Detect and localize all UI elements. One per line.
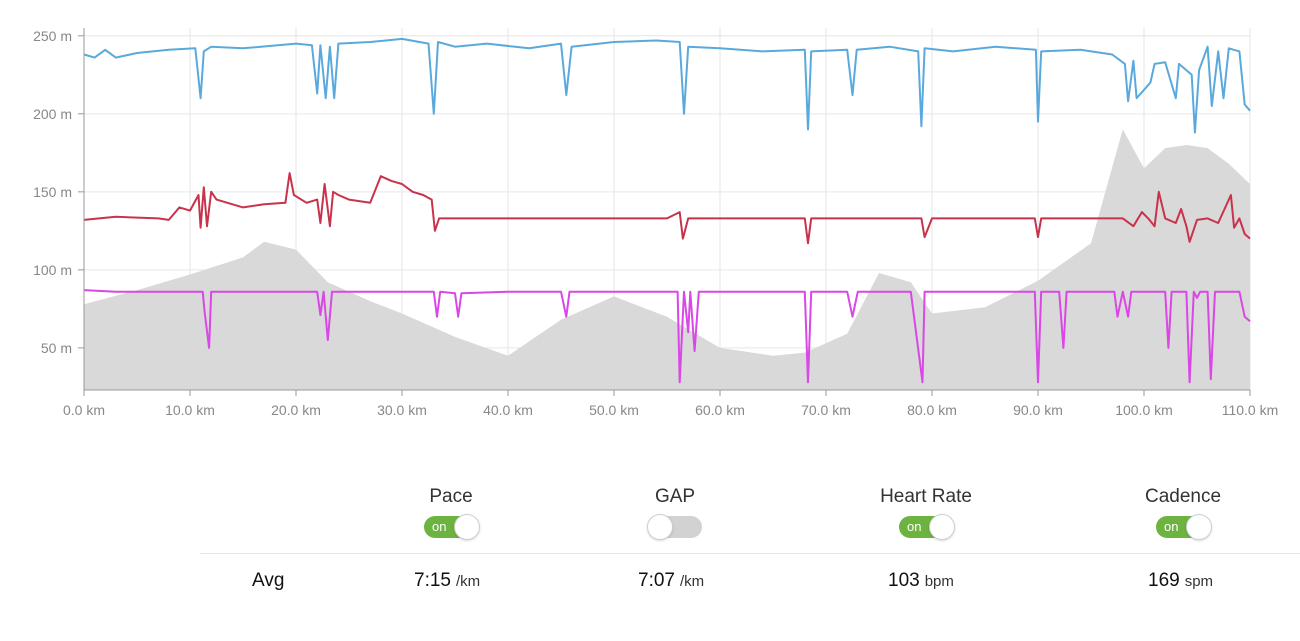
gap-avg-unit: /km <box>679 573 705 590</box>
heart-rate-avg: 103 bpm <box>888 570 954 592</box>
cadence-column: Cadence on <box>1133 486 1233 540</box>
x-tick-label: 20.0 km <box>271 402 321 418</box>
gap-column: GAP <box>635 486 715 540</box>
heart-rate-column: Heart Rate on <box>866 486 986 540</box>
cadence-toggle[interactable]: on <box>1156 514 1212 540</box>
gap-avg-value: 7:07 <box>638 570 675 591</box>
cadence-avg-unit: spm <box>1184 573 1214 590</box>
gap-label: GAP <box>654 486 696 507</box>
avg-label: Avg <box>252 570 285 591</box>
x-tick-label: 80.0 km <box>907 402 957 418</box>
heart-rate-toggle[interactable]: on <box>899 514 955 540</box>
elevation-area <box>84 129 1250 390</box>
stats-divider <box>200 553 1300 554</box>
gap-avg: 7:07/km <box>638 570 704 592</box>
heart-rate-toggle-knob <box>929 514 955 540</box>
series-line-3 <box>83 289 1251 384</box>
series-layer <box>83 37 1251 384</box>
x-tick-label: 60.0 km <box>695 402 745 418</box>
heart-rate-toggle-text: on <box>907 519 922 534</box>
pace-toggle[interactable]: on <box>424 514 480 540</box>
activity-chart: 50 m 100 m 150 m 200 m 250 m 0.0 km 10.0 km 20.… <box>33 28 1278 418</box>
x-tick-label: 40.0 km <box>483 402 533 418</box>
y-tick-label: 50 m <box>41 340 72 356</box>
pace-avg-value: 7:15 <box>414 570 451 591</box>
y-tick-label: 150 m <box>33 184 72 200</box>
heart-rate-label: Heart Rate <box>880 486 972 507</box>
cadence-label: Cadence <box>1144 486 1222 507</box>
x-tick-label: 0.0 km <box>63 402 105 418</box>
heart-rate-avg-value: 103 <box>888 570 920 591</box>
y-tick-label: 200 m <box>33 106 72 122</box>
x-tick-label: 90.0 km <box>1013 402 1063 418</box>
elevation-area-layer <box>84 129 1250 390</box>
cadence-toggle-text: on <box>1164 519 1179 534</box>
cadence-avg: 169 spm <box>1148 570 1213 592</box>
pace-column: Pace on <box>411 486 491 540</box>
gap-toggle[interactable] <box>647 514 702 540</box>
series-line-2 <box>83 172 1251 245</box>
x-tick-label: 30.0 km <box>377 402 427 418</box>
pace-avg: 7:15/km <box>414 570 480 592</box>
x-tick-label: 70.0 km <box>801 402 851 418</box>
pace-toggle-text: on <box>432 519 447 534</box>
y-tick-label: 100 m <box>33 262 72 278</box>
x-tick-label: 10.0 km <box>165 402 215 418</box>
gap-toggle-knob <box>647 514 673 540</box>
cadence-avg-value: 169 <box>1148 570 1180 591</box>
y-tick-label: 250 m <box>33 28 72 44</box>
x-tick-label: 110.0 km <box>1222 402 1279 418</box>
x-tick-label: 50.0 km <box>589 402 639 418</box>
pace-toggle-knob <box>454 514 480 540</box>
cadence-toggle-knob <box>1186 514 1212 540</box>
chart-axes: 50 m 100 m 150 m 200 m 250 m 0.0 km 10.0 km 20.… <box>33 28 1278 418</box>
pace-avg-unit: /km <box>455 573 481 590</box>
pace-label: Pace <box>429 486 473 507</box>
series-line-1 <box>83 37 1251 134</box>
x-tick-label: 100.0 km <box>1115 402 1173 418</box>
heart-rate-avg-unit: bpm <box>924 573 954 590</box>
